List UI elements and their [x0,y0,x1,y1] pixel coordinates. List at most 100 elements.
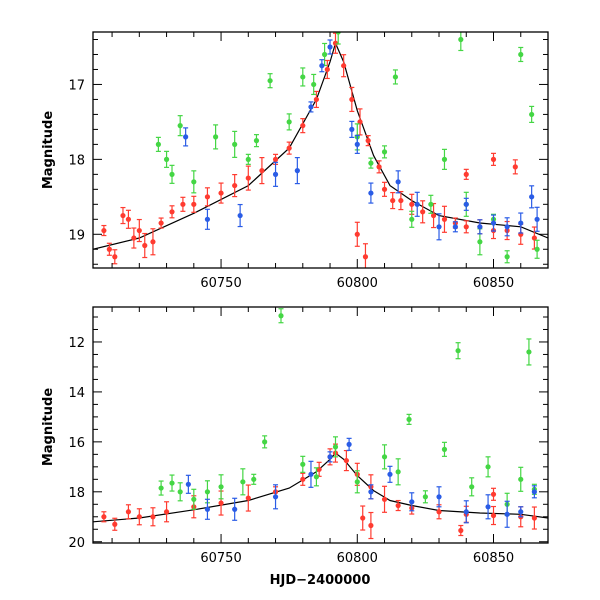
bottom-x-tick-label: 60800 [337,551,378,566]
top-data-point [376,164,382,170]
top-plot-frame [92,31,549,269]
top-data-point [142,242,148,249]
top-data-point [155,141,161,147]
top-data-point [101,227,107,234]
bottom-data-point [272,494,279,500]
top-data-point [112,254,118,260]
top-data-point [204,216,211,222]
top-data-point [332,40,339,46]
top-data-point [529,111,535,118]
top-y-tick-label: 18 [68,153,85,168]
bottom-data-point [343,457,349,464]
bottom-data-point [441,446,448,452]
top-data-point [398,197,404,204]
top-data-point [259,168,265,174]
bottom-y-tick-label: 12 [68,336,85,351]
bottom-data-point [218,500,224,506]
top-data-point [354,231,360,237]
top-data-point [409,201,415,207]
bottom-data-point [125,509,132,515]
top-data-point [169,209,175,215]
top-data-point [232,182,238,189]
bottom-y-tick-label: 16 [68,436,85,451]
bottom-plot-frame [92,306,549,544]
top-data-point [213,134,219,140]
top-data-point [441,156,448,162]
top-data-point [245,156,251,162]
bottom-data-point [163,509,170,515]
top-data-point [365,138,371,144]
bottom-data-point [240,479,246,485]
top-data-point [300,123,306,129]
bottom-data-point [485,504,491,510]
top-data-point [136,227,142,234]
bottom-curve-layer [93,452,548,523]
top-data-point [286,145,292,151]
top-data-point [452,224,458,230]
top-data-point [477,239,483,245]
top-data-point [245,175,251,181]
top-x-tick-label: 60750 [200,276,241,291]
bottom-data-point [354,479,360,485]
top-data-point [158,220,164,226]
top-data-point [463,201,469,207]
top-data-point [392,74,399,80]
bottom-data-point [158,485,164,491]
bottom-data-point [490,512,497,519]
top-data-point [414,201,420,207]
bottom-data-point [177,489,183,495]
bottom-data-point [245,495,251,501]
top-y-axis-label: Magnitude [41,111,56,190]
bottom-data-point [368,489,374,495]
bottom-data-point [518,509,524,515]
bottom-data-point [327,454,333,460]
top-data-point [120,212,126,219]
bottom-data-point [204,489,211,495]
top-data-point [428,201,434,207]
top-data-point [308,104,314,110]
top-data-point [300,74,306,80]
bottom-data-point [381,496,388,502]
top-points-layer [101,32,540,268]
bottom-data-point [300,461,306,467]
bottom-data-point [531,515,537,521]
bottom-plot-area [93,308,548,540]
bottom-data-point [262,439,268,445]
top-data-point [349,96,355,103]
top-data-point [409,216,415,222]
bottom-data-point [518,476,524,482]
bottom-data-point [463,509,469,515]
top-data-point [518,51,524,58]
top-data-point [430,212,437,219]
top-data-point [354,141,360,147]
bottom-data-point [395,502,401,509]
top-data-point [177,123,183,129]
bottom-data-point [436,494,442,500]
top-ticks-layer: 60750 60800 60850 17 18 19 [68,32,549,291]
bottom-data-point [490,491,497,497]
top-data-point [106,246,112,252]
top-panel: 60750 60800 60850 17 18 19 Magnitude [41,31,549,291]
top-data-point [237,212,243,219]
bottom-data-point [368,522,374,529]
top-data-point [327,44,333,50]
top-x-tick-label: 60800 [337,276,378,291]
bottom-data-point [300,476,306,482]
top-data-point [253,138,260,144]
bottom-data-point [387,471,393,477]
bottom-x-tick-label: 60750 [200,551,241,566]
top-data-point [191,201,197,207]
top-data-point [390,197,396,204]
top-data-point [436,224,442,230]
bottom-data-point [406,416,412,422]
bottom-y-axis-label: Magnitude [41,388,56,467]
top-data-point [529,194,535,200]
top-data-point [272,171,279,177]
x-axis-label: HJD−2400000 [270,573,371,588]
top-data-point [368,190,374,196]
top-data-point [441,216,448,222]
top-data-point [518,220,524,226]
bottom-data-point [409,499,415,505]
bottom-data-point [458,527,464,534]
